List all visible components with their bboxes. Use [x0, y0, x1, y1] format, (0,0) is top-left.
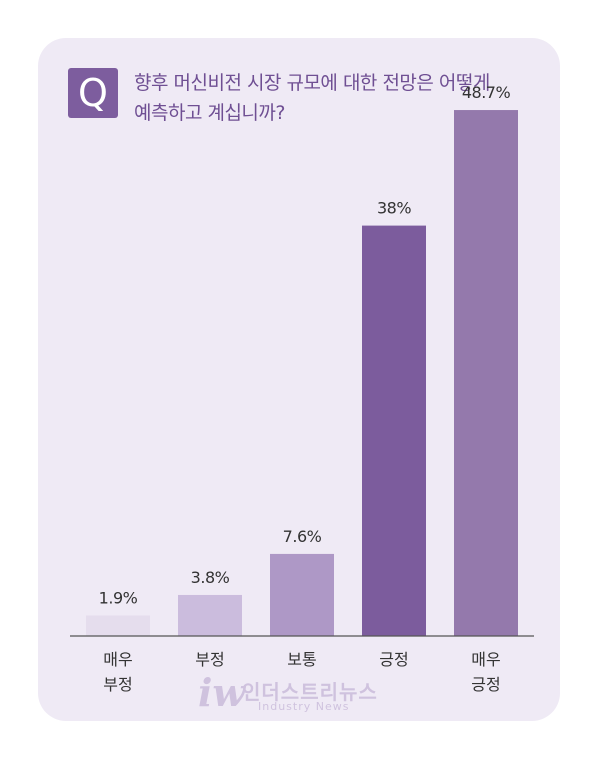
bar-2	[270, 553, 334, 636]
category-label-0-0: 매우	[103, 650, 132, 669]
watermark-logo: iw	[198, 670, 246, 715]
category-label-1-0: 부정	[195, 650, 224, 669]
question-line-1: 향후 머신비전 시장 규모에 대한 전망은 어떻게	[134, 72, 490, 94]
value-label-2: 7.6%	[283, 527, 322, 546]
bar-4	[454, 110, 518, 637]
question-badge: Q	[68, 68, 118, 118]
bar-3	[362, 225, 426, 636]
value-label-0: 1.9%	[99, 588, 138, 607]
category-label-4-1: 긍정	[471, 675, 500, 694]
value-label-3: 38%	[377, 199, 411, 218]
watermark: iw 인더스트리뉴스 Industry News	[198, 672, 418, 718]
category-label-0-1: 부정	[103, 675, 132, 694]
question-line-2: 예측하고 계십니까?	[134, 102, 285, 124]
category-label-4-0: 매우	[471, 650, 500, 669]
question-text: 향후 머신비전 시장 규모에 대한 전망은 어떻게 예측하고 계십니까?	[134, 68, 534, 128]
category-label-3-0: 긍정	[379, 650, 408, 669]
category-label-2-0: 보통	[287, 650, 316, 669]
value-label-4: 48.7%	[462, 83, 511, 102]
bar-0	[86, 615, 150, 636]
bar-1	[178, 594, 242, 636]
value-label-1: 3.8%	[191, 568, 230, 587]
watermark-name: 인더스트리뉴스	[242, 680, 378, 704]
watermark-subtitle: Industry News	[258, 700, 350, 713]
